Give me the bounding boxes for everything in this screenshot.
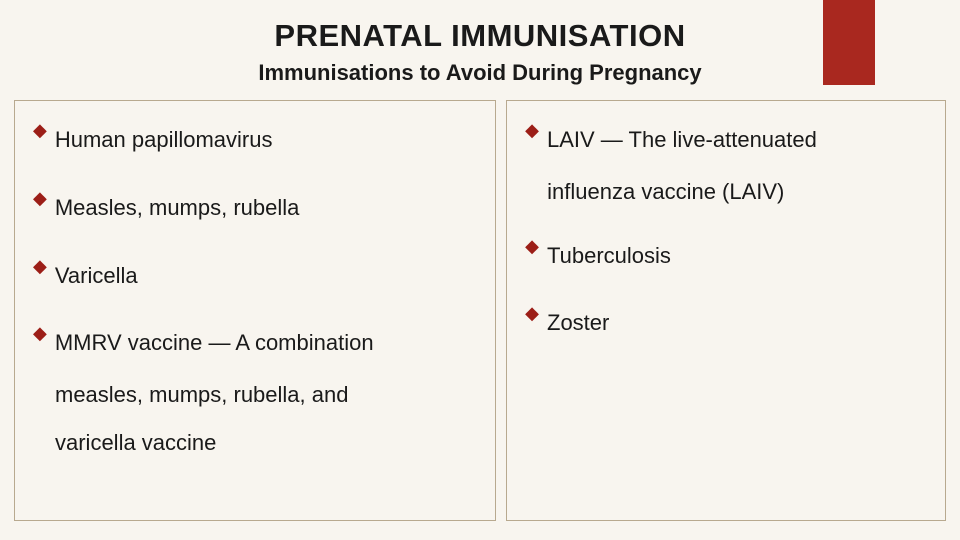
- list-item-continuation: influenza vaccine (LAIV): [547, 171, 927, 213]
- diamond-bullet-icon: ◆: [525, 302, 539, 325]
- list-item-text: Measles, mumps, rubella: [55, 187, 300, 229]
- diamond-bullet-icon: ◆: [525, 119, 539, 142]
- list-item-text: MMRV vaccine — A combination: [55, 322, 374, 364]
- heading: PRENATAL IMMUNISATION Immunisations to A…: [0, 0, 960, 86]
- left-column: ◆ Human papillomavirus ◆ Measles, mumps, ru…: [14, 100, 496, 521]
- diamond-bullet-icon: ◆: [33, 322, 47, 345]
- content-columns: ◆ Human papillomavirus ◆ Measles, mumps, ru…: [0, 100, 960, 535]
- list-item: ◆ Zoster: [525, 302, 927, 344]
- diamond-bullet-icon: ◆: [525, 235, 539, 258]
- list-item: ◆ Varicella: [33, 255, 477, 297]
- list-item-continuation: measles, mumps, rubella, and: [55, 374, 477, 416]
- list-item-text: Tuberculosis: [547, 235, 671, 277]
- diamond-bullet-icon: ◆: [33, 255, 47, 278]
- slide-title: PRENATAL IMMUNISATION: [0, 18, 960, 54]
- slide-subtitle: Immunisations to Avoid During Pregnancy: [0, 60, 960, 86]
- list-item: ◆ Human papillomavirus: [33, 119, 477, 161]
- list-item: ◆ LAIV — The live-attenuated: [525, 119, 927, 161]
- list-item-text: Varicella: [55, 255, 138, 297]
- list-item-text: Human papillomavirus: [55, 119, 273, 161]
- list-item: ◆ MMRV vaccine — A combination: [33, 322, 477, 364]
- diamond-bullet-icon: ◆: [33, 119, 47, 142]
- right-column: ◆ LAIV — The live-attenuated influenza vac…: [506, 100, 946, 521]
- list-item-continuation: varicella vaccine: [55, 422, 477, 464]
- list-item: ◆ Tuberculosis: [525, 235, 927, 277]
- list-item-text: LAIV — The live-attenuated: [547, 119, 817, 161]
- list-item-text: Zoster: [547, 302, 609, 344]
- accent-block: [823, 0, 875, 85]
- diamond-bullet-icon: ◆: [33, 187, 47, 210]
- list-item: ◆ Measles, mumps, rubella: [33, 187, 477, 229]
